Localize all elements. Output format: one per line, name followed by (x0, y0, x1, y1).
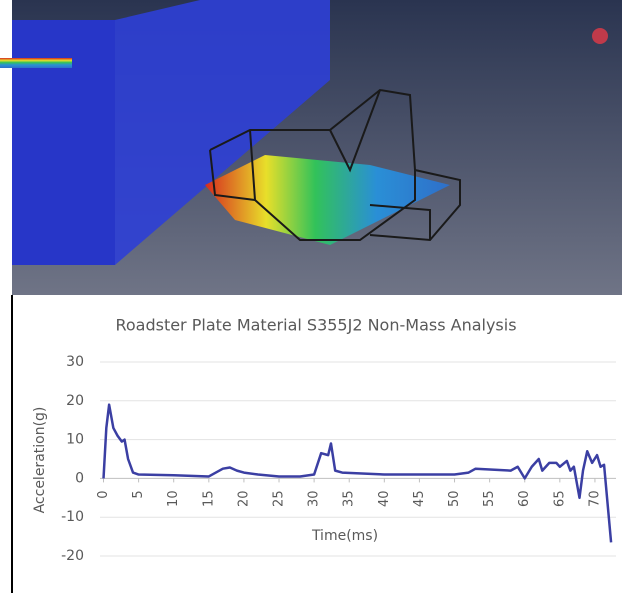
x-tick-label: 65 (552, 490, 567, 507)
x-tick-label: 70 (587, 490, 602, 507)
x-tick-label: 10 (166, 490, 181, 507)
screenshot: Roadster Plate Material S355J2 Non-Mass … (0, 0, 622, 593)
x-axis-label: Time(ms) (311, 528, 378, 544)
x-tick-label: 60 (517, 490, 532, 507)
x-tick-label: 45 (412, 490, 427, 507)
x-tick-label: 25 (272, 490, 287, 507)
y-axis-label: Acceleration(g) (32, 407, 48, 514)
x-tick-label: 5 (131, 490, 146, 498)
data-line (104, 405, 612, 543)
x-tick-label: 35 (342, 490, 357, 507)
x-tick-label: 15 (201, 490, 216, 507)
y-tick-label: 30 (66, 354, 84, 370)
x-tick-label: 50 (447, 490, 462, 507)
y-tick-label: -10 (61, 509, 84, 525)
block-front (12, 20, 115, 265)
x-tick-label: 30 (307, 490, 322, 507)
y-tick-label: 0 (75, 470, 84, 486)
view-triad (592, 28, 608, 44)
x-tick-label: 20 (236, 490, 251, 507)
legend-ramp (0, 58, 72, 68)
x-tick-label: 0 (96, 490, 111, 498)
x-tick-label: 55 (482, 490, 497, 507)
simulation-render (0, 0, 622, 295)
x-tick-label: 40 (377, 490, 392, 507)
chart-title: Roadster Plate Material S355J2 Non-Mass … (115, 316, 516, 335)
y-tick-label: -20 (61, 548, 84, 564)
y-tick-label: 20 (66, 393, 84, 409)
y-tick-label: 10 (66, 432, 84, 448)
